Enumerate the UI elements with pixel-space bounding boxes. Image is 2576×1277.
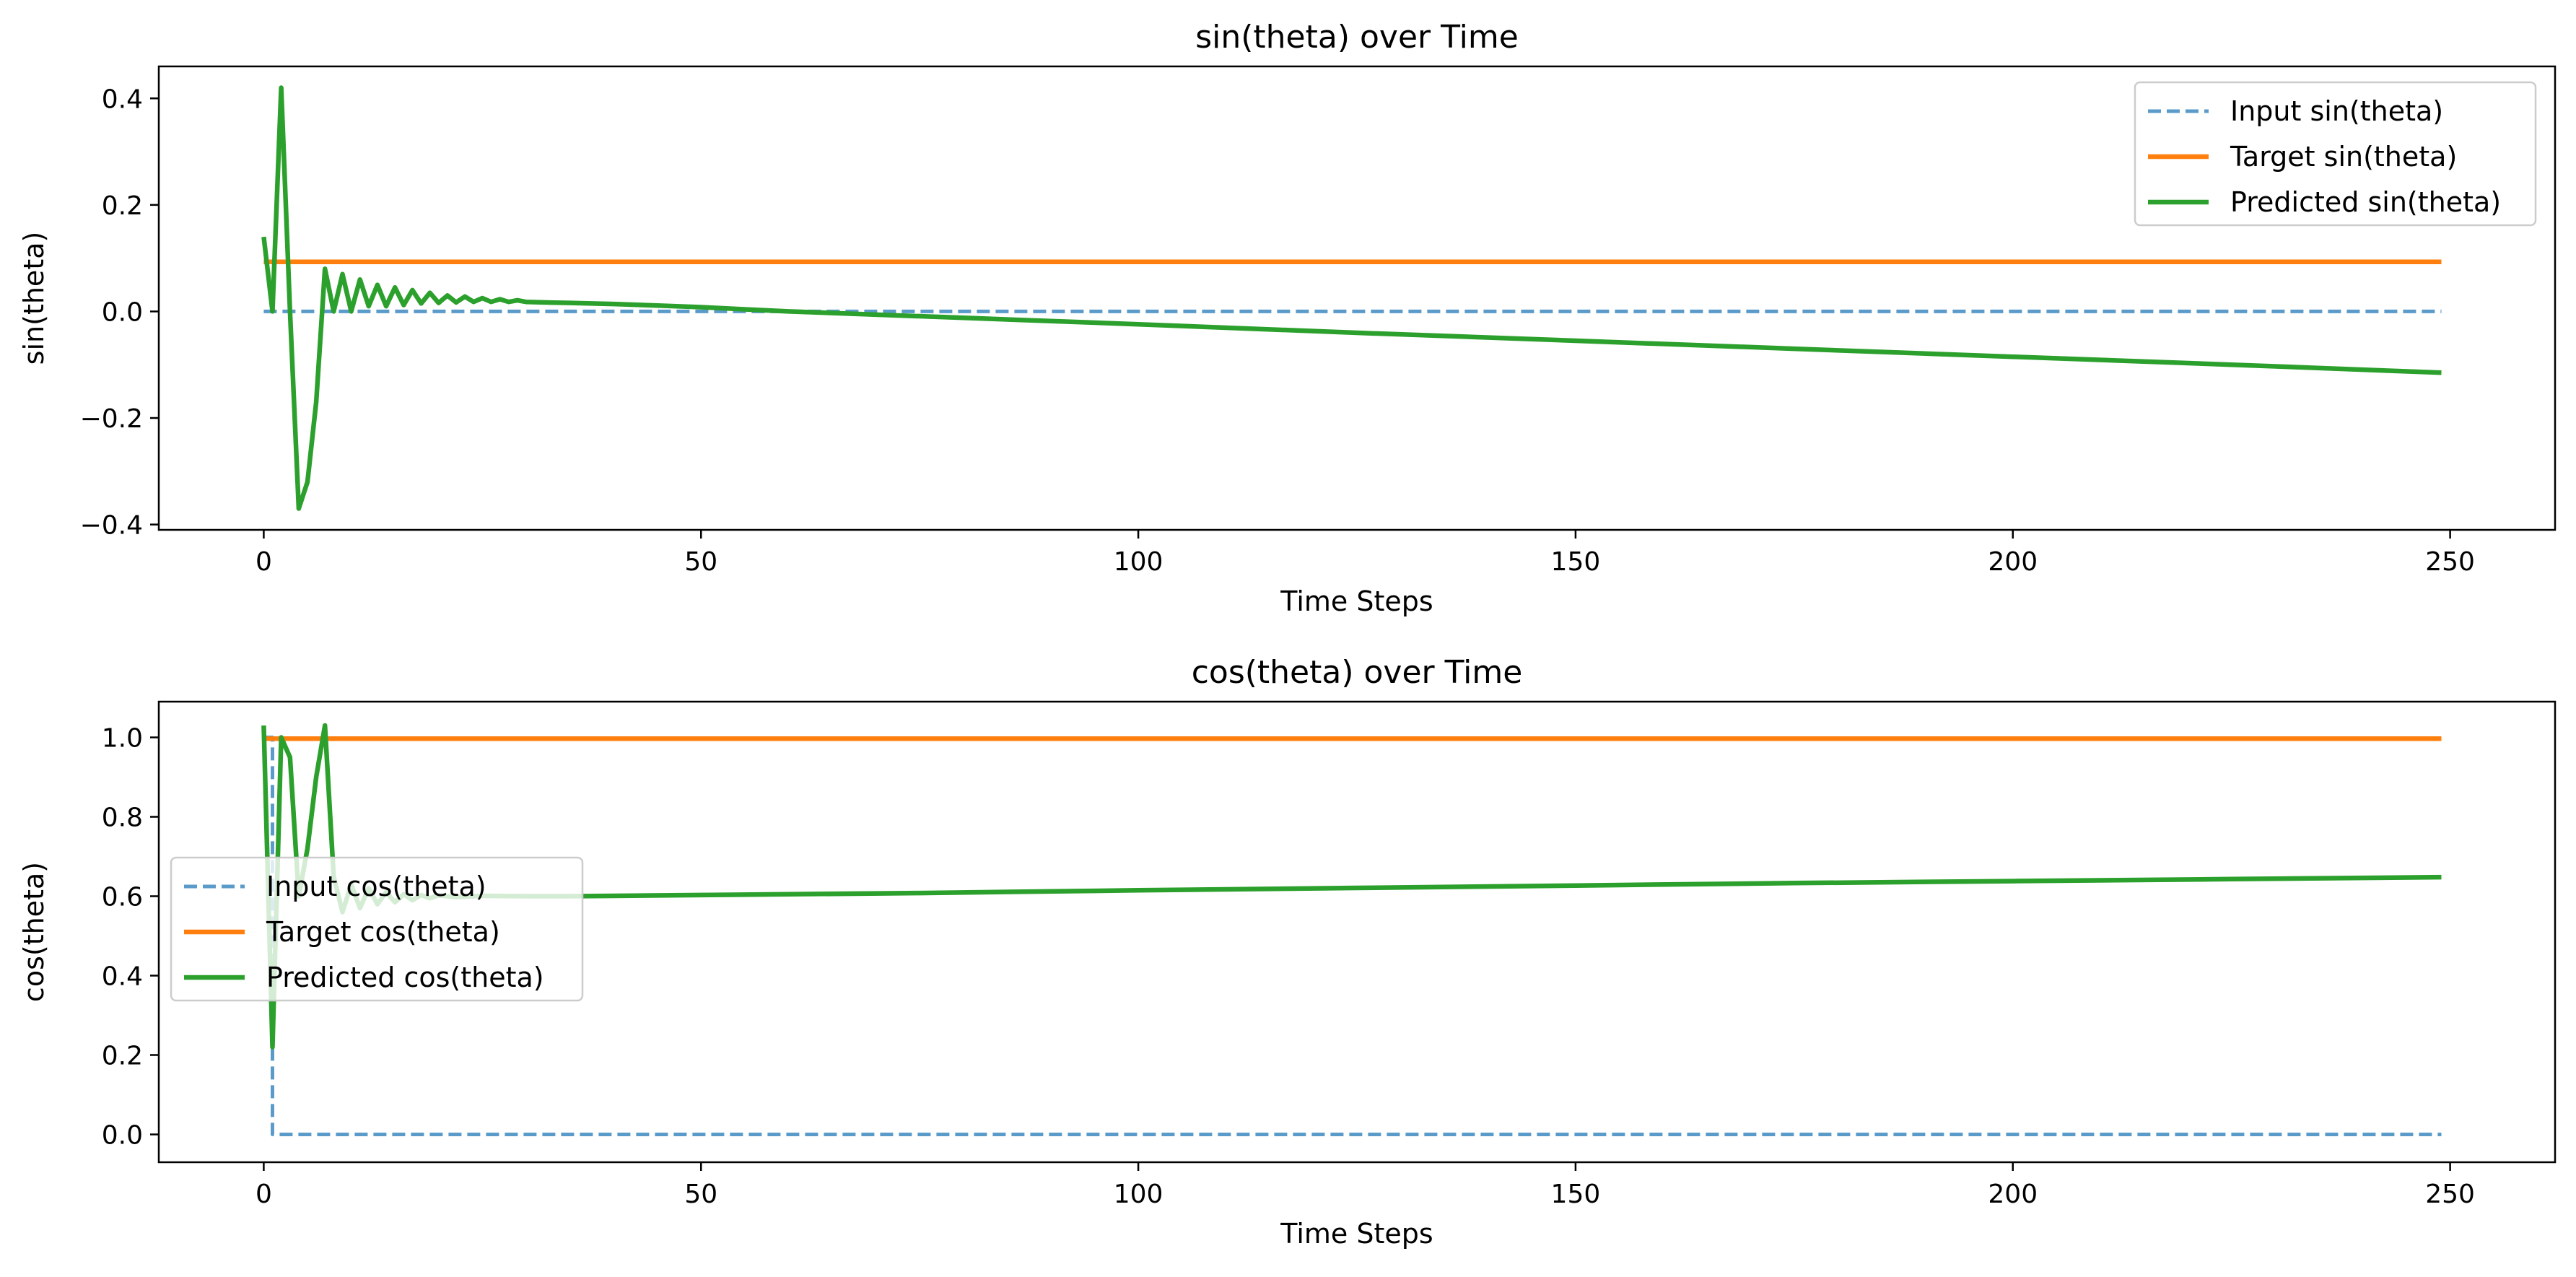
legend-label: Input cos(theta) [266,871,486,902]
y-axis-label: cos(theta) [18,862,50,1002]
x-tick-label: 50 [684,1180,717,1209]
y-tick-label: 0.2 [102,191,143,221]
x-tick-label: 200 [1988,547,2038,577]
legend: Input cos(theta) Target cos(theta) Predict… [170,856,584,1002]
chart-2: 0 50 100 150 200 250 0.0 0.2 0.4 0.6 0.8 1.0 cos(the… [18,654,2557,1250]
legend-frame [170,856,584,1002]
legend-label: Target cos(theta) [266,916,500,948]
x-tick-label: 150 [1551,547,1601,577]
legend-label: Predicted cos(theta) [266,962,544,993]
chart-title: cos(theta) over Time [1192,654,1523,691]
x-tick-label: 250 [2425,1180,2475,1209]
series-line-3 [261,85,2442,511]
y-tick-label: 0.0 [102,1121,143,1151]
y-tick-label: 0.4 [102,84,143,114]
y-tick-label: −0.2 [80,404,143,434]
y-tick-label: 0.6 [102,883,143,912]
y-tick-label: 1.0 [102,724,143,754]
axes-frame [157,65,2557,531]
legend-label: Predicted sin(theta) [2230,186,2501,218]
x-tick-label: 200 [1988,1180,2038,1209]
axes-frame [157,700,2557,1164]
y-tick-label: −0.4 [80,511,143,541]
y-tick-label: 0.2 [102,1042,143,1071]
x-tick-label: 100 [1114,547,1163,577]
chart-title: sin(theta) over Time [1195,19,1519,56]
y-tick-label: 0.4 [102,962,143,992]
chart-1: 0 50 100 150 200 250 −0.4 −0.2 0.0 0.2 0.4 sin(thet… [18,19,2557,617]
x-tick-label: 0 [256,1180,272,1209]
legend-label: Target sin(theta) [2230,141,2457,173]
y-tick-label: 0.8 [102,803,143,833]
x-axis-label: Time Steps [1280,1218,1433,1250]
x-tick-label: 150 [1551,1180,1601,1209]
y-tick-label: 0.0 [102,297,143,327]
x-tick-label: 100 [1114,1180,1163,1209]
x-tick-label: 50 [684,547,717,577]
legend-frame [2134,81,2537,227]
legend-label: Input sin(theta) [2230,95,2443,127]
legend: Input sin(theta) Target sin(theta) Predict… [2134,81,2537,227]
y-axis-label: sin(theta) [18,232,50,365]
x-axis-label: Time Steps [1280,585,1433,617]
plot-area [261,85,2442,511]
x-tick-label: 250 [2425,547,2475,577]
charts-container: 0 50 100 150 200 250 −0.4 −0.2 0.0 0.2 0.4 sin(thet… [18,19,2557,1250]
x-tick-label: 0 [256,547,272,577]
